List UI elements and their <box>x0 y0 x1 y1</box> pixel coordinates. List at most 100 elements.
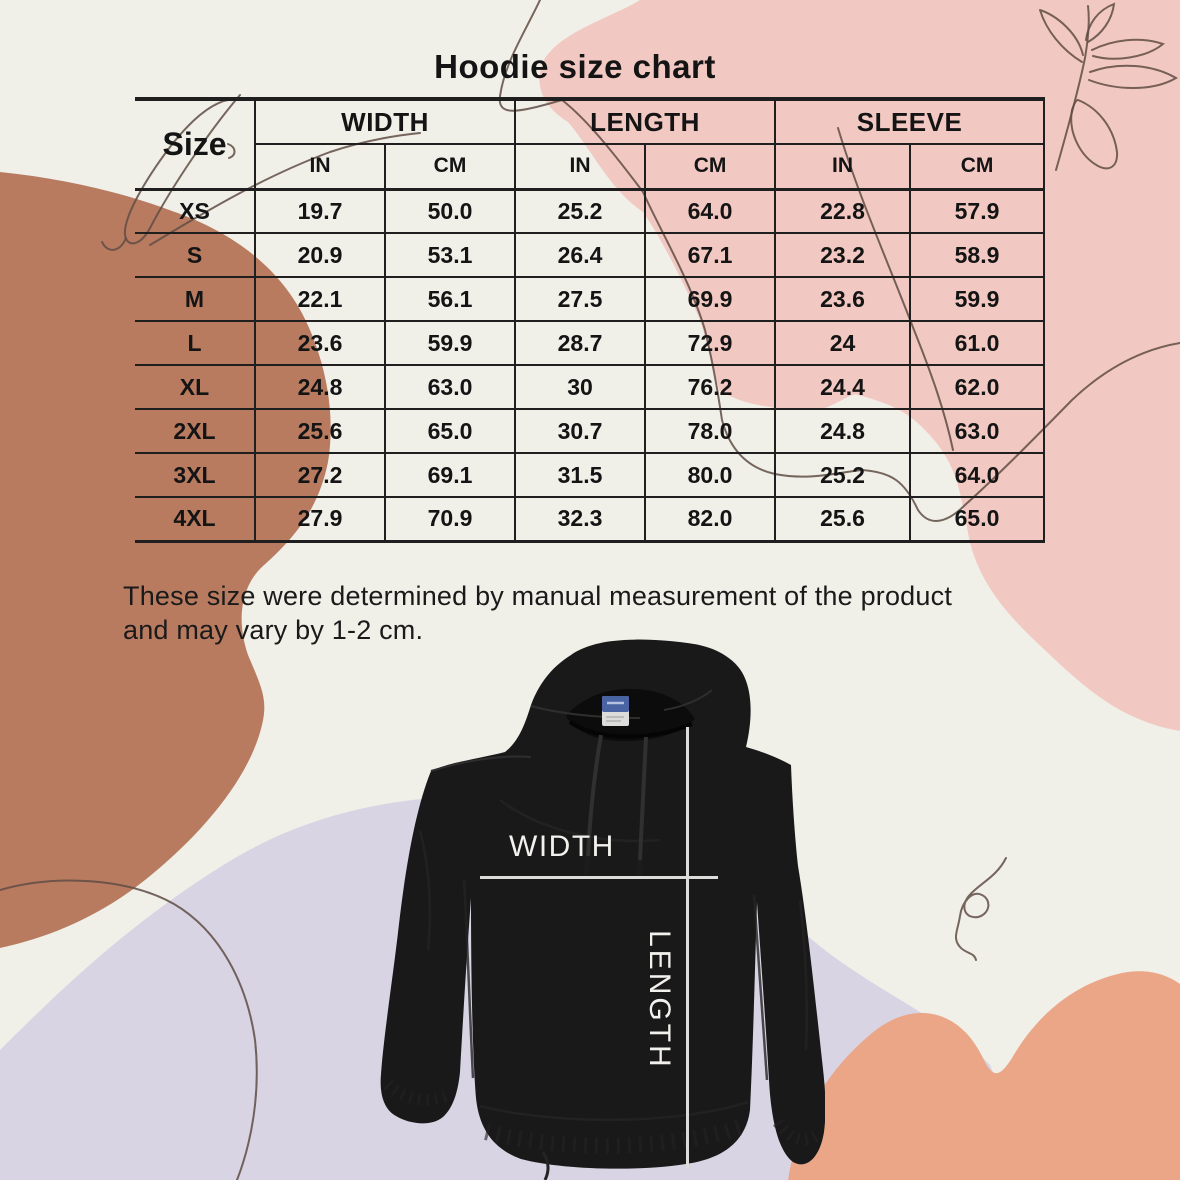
size-row-label: 4XL <box>135 497 255 543</box>
table-row: 2XL 25.6 65.0 30.7 78.0 24.8 63.0 <box>135 409 1046 454</box>
size-value-cell: 27.2 <box>254 453 385 498</box>
width-in-header: IN <box>254 144 385 191</box>
peach-blob-bottom-right <box>788 971 1180 1180</box>
size-value-cell: 22.1 <box>254 277 385 322</box>
size-value-cell: 25.6 <box>774 497 911 543</box>
hoodie-illustration <box>380 639 825 1180</box>
size-value-cell: 24.8 <box>254 365 385 410</box>
size-value-cell: 20.9 <box>254 233 385 278</box>
size-value-cell: 69.1 <box>383 453 516 498</box>
width-label: WIDTH <box>509 830 615 863</box>
hood-interior <box>566 688 695 742</box>
drawstrings <box>583 734 648 880</box>
size-value-cell: 53.1 <box>383 233 516 278</box>
neck-tag <box>602 696 629 726</box>
size-row-label: M <box>135 277 255 322</box>
size-value-cell: 67.1 <box>644 233 776 278</box>
page-title: Hoodie size chart <box>434 48 716 85</box>
size-value-cell: 76.2 <box>644 365 776 410</box>
size-value-cell: 80.0 <box>644 453 776 498</box>
size-value-cell: 58.9 <box>909 233 1046 278</box>
size-value-cell: 82.0 <box>644 497 776 543</box>
table-row: S 20.9 53.1 26.4 67.1 23.2 58.9 <box>135 233 1046 278</box>
size-value-cell: 25.2 <box>774 453 911 498</box>
size-corner-header: Size <box>135 97 255 191</box>
size-value-cell: 56.1 <box>383 277 516 322</box>
size-value-cell: 59.9 <box>383 321 516 366</box>
size-value-cell: 23.2 <box>774 233 911 278</box>
table-row: 3XL 27.2 69.1 31.5 80.0 25.2 64.0 <box>135 453 1046 498</box>
table-row: 4XL 27.9 70.9 32.3 82.0 25.6 65.0 <box>135 497 1046 543</box>
size-value-cell: 63.0 <box>909 409 1046 454</box>
curl-squiggle-doodle <box>954 857 1007 961</box>
length-in-header: IN <box>514 144 646 191</box>
size-row-label: XL <box>135 365 255 410</box>
size-value-cell: 63.0 <box>383 365 516 410</box>
size-row-label: L <box>135 321 255 366</box>
width-cm-header: CM <box>383 144 516 191</box>
measurement-note-line1: These size were determined by manual mea… <box>123 581 953 611</box>
garment-fold-lines <box>418 798 808 1122</box>
length-cm-header: CM <box>644 144 776 191</box>
table-row: XS 19.7 50.0 25.2 64.0 22.8 57.9 <box>135 189 1046 234</box>
size-value-cell: 23.6 <box>254 321 385 366</box>
measurement-note: These size were determined by manual mea… <box>123 579 1103 647</box>
size-value-cell: 19.7 <box>254 189 385 234</box>
size-value-cell: 32.3 <box>514 497 646 543</box>
size-value-cell: 30 <box>514 365 646 410</box>
size-row-label: XS <box>135 189 255 234</box>
size-value-cell: 59.9 <box>909 277 1046 322</box>
size-table: Size WIDTH LENGTH SLEEVE IN CM IN CM IN … <box>135 97 1046 543</box>
size-value-cell: 61.0 <box>909 321 1046 366</box>
length-measure-line <box>686 727 689 1168</box>
size-value-cell: 24.8 <box>774 409 911 454</box>
size-value-cell: 69.9 <box>644 277 776 322</box>
size-row-label: 2XL <box>135 409 255 454</box>
table-units-header-row: IN CM IN CM IN CM <box>135 144 1046 191</box>
size-value-cell: 25.6 <box>254 409 385 454</box>
size-value-cell: 27.5 <box>514 277 646 322</box>
length-label: LENGTH <box>643 930 676 1070</box>
sleeve-cm-header: CM <box>909 144 1046 191</box>
size-value-cell: 50.0 <box>383 189 516 234</box>
hoodie-photo: WIDTH LENGTH <box>378 634 825 1180</box>
table-row: XL 24.8 63.0 30 76.2 24.4 62.0 <box>135 365 1046 410</box>
leaf-branch-doodle <box>1039 2 1178 171</box>
size-value-cell: 72.9 <box>644 321 776 366</box>
size-value-cell: 27.9 <box>254 497 385 543</box>
size-value-cell: 62.0 <box>909 365 1046 410</box>
size-value-cell: 70.9 <box>383 497 516 543</box>
sleeve-section-header: SLEEVE <box>774 97 1046 145</box>
size-value-cell: 64.0 <box>644 189 776 234</box>
width-section-header: WIDTH <box>253 97 516 145</box>
size-value-cell: 28.7 <box>514 321 646 366</box>
size-value-cell: 31.5 <box>514 453 646 498</box>
table-row: L 23.6 59.9 28.7 72.9 24 61.0 <box>135 321 1046 366</box>
size-value-cell: 64.0 <box>909 453 1046 498</box>
size-value-cell: 26.4 <box>514 233 646 278</box>
width-measure-line <box>480 876 718 879</box>
size-row-label: 3XL <box>135 453 255 498</box>
size-value-cell: 24.4 <box>774 365 911 410</box>
ribbed-texture <box>383 1079 825 1154</box>
size-value-cell: 78.0 <box>644 409 776 454</box>
arc-line-bottom-left <box>0 879 258 1180</box>
neck-rim-shadow <box>568 720 693 739</box>
table-section-header-row: Size WIDTH LENGTH SLEEVE <box>135 97 1046 191</box>
length-section-header: LENGTH <box>514 97 776 145</box>
size-value-cell: 25.2 <box>514 189 646 234</box>
hoodie-silhouette <box>380 639 825 1169</box>
size-value-cell: 65.0 <box>909 497 1046 543</box>
size-value-cell: 57.9 <box>909 189 1046 234</box>
size-value-cell: 65.0 <box>383 409 516 454</box>
size-value-cell: 22.8 <box>774 189 911 234</box>
size-row-label: S <box>135 233 255 278</box>
hem-string <box>541 1151 550 1180</box>
size-value-cell: 24 <box>774 321 911 366</box>
size-value-cell: 23.6 <box>774 277 911 322</box>
table-row: M 22.1 56.1 27.5 69.9 23.6 59.9 <box>135 277 1046 322</box>
sleeve-in-header: IN <box>774 144 911 191</box>
size-value-cell: 30.7 <box>514 409 646 454</box>
measurement-note-line2: and may vary by 1-2 cm. <box>123 615 424 645</box>
